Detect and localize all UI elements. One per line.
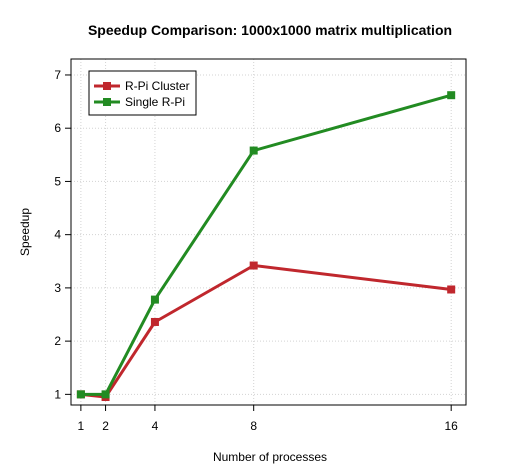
legend-marker-single-r-pi <box>103 98 111 106</box>
legend-marker-r-pi-cluster <box>103 82 111 90</box>
y-tick-label-7: 7 <box>54 68 61 82</box>
y-tick-label-5: 5 <box>54 174 61 188</box>
series-layer <box>76 91 456 402</box>
point-single-r-pi-16 <box>447 91 456 100</box>
x-axis: 1 2 4 8 16 <box>78 405 459 433</box>
legend-label-r-pi-cluster: R-Pi Cluster <box>125 79 190 93</box>
point-single-r-pi-1 <box>76 390 85 399</box>
series-line-r-pi-cluster <box>80 264 452 399</box>
y-tick-label-1: 1 <box>54 387 61 401</box>
x-tick-label-8: 8 <box>250 419 257 433</box>
legend-box <box>88 70 197 116</box>
y-axis: 1 2 3 4 5 6 7 <box>54 68 71 401</box>
x-tick-label-1: 1 <box>78 419 85 433</box>
y-tick-label-2: 2 <box>54 334 61 348</box>
y-tick-label-4: 4 <box>54 228 61 242</box>
x-axis-label: Number of processes <box>213 450 327 464</box>
point-single-r-pi-4 <box>150 295 159 304</box>
legend-label-single-r-pi: Single R-Pi <box>125 95 185 109</box>
point-single-r-pi-2 <box>101 390 110 399</box>
plot-frame <box>70 58 467 406</box>
y-tick-label-3: 3 <box>54 281 61 295</box>
point-r-pi-cluster-16 <box>447 285 456 294</box>
y-tick-label-6: 6 <box>54 121 61 135</box>
point-r-pi-cluster-8 <box>249 261 258 270</box>
chart-title: Speedup Comparison: 1000x1000 matrix mul… <box>88 22 452 38</box>
point-single-r-pi-8 <box>249 146 258 155</box>
x-tick-label-2: 2 <box>102 419 109 433</box>
y-axis-label: Speedup <box>18 208 32 256</box>
legend: R-Pi Cluster Single R-Pi <box>88 70 197 116</box>
grid <box>71 59 466 405</box>
point-r-pi-cluster-4 <box>150 317 159 326</box>
x-tick-label-4: 4 <box>152 419 159 433</box>
x-tick-label-16: 16 <box>445 419 459 433</box>
